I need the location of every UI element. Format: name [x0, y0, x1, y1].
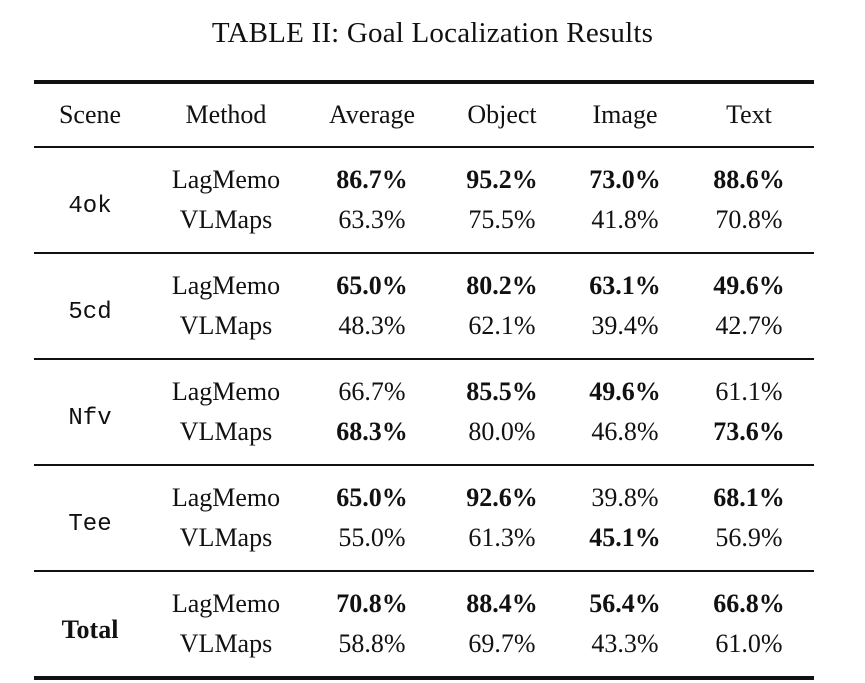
text-cell: 88.6%	[713, 165, 785, 194]
average-cell: 58.8%	[338, 629, 406, 658]
image-cell: 39.8%	[591, 483, 659, 512]
average-cell: 63.3%	[338, 205, 406, 234]
object-cell: 61.3%	[468, 523, 536, 552]
average-cell: 86.7%	[336, 165, 408, 194]
table-row: 5cd LagMemo 65.0% 80.2% 63.1% 49.6%	[34, 253, 814, 326]
text-cell: 56.9%	[715, 523, 783, 552]
table-row: VLMaps 48.3% 62.1% 39.4% 42.7%	[34, 306, 814, 359]
header-image: Image	[592, 100, 658, 129]
table-row: VLMaps 68.3% 80.0% 46.8% 73.6%	[34, 412, 814, 465]
average-cell: 55.0%	[338, 523, 406, 552]
text-cell: 66.8%	[713, 589, 785, 618]
method-cell: LagMemo	[171, 165, 281, 194]
table-row: 4ok LagMemo 86.7% 95.2% 73.0% 88.6%	[34, 147, 814, 220]
scene-group-5cd: 5cd LagMemo 65.0% 80.2% 63.1% 49.6% VLMa…	[34, 253, 814, 359]
text-cell: 61.1%	[715, 377, 783, 406]
object-cell: 75.5%	[468, 205, 536, 234]
text-cell: 73.6%	[713, 417, 785, 446]
method-cell: LagMemo	[171, 377, 281, 406]
image-cell: 49.6%	[589, 377, 661, 406]
text-cell: 61.0%	[715, 629, 783, 658]
method-cell: LagMemo	[171, 271, 281, 300]
average-cell: 70.8%	[336, 589, 408, 618]
scene-group-nfv: Nfv LagMemo 66.7% 85.5% 49.6% 61.1% VLMa…	[34, 359, 814, 465]
scene-group-4ok: 4ok LagMemo 86.7% 95.2% 73.0% 88.6% VLMa…	[34, 147, 814, 253]
header-average: Average	[328, 100, 416, 129]
method-cell: VLMaps	[179, 629, 273, 658]
object-cell: 95.2%	[466, 165, 538, 194]
image-cell: 39.4%	[591, 311, 659, 340]
image-cell: 45.1%	[589, 523, 661, 552]
method-cell: LagMemo	[171, 589, 281, 618]
image-cell: 63.1%	[589, 271, 661, 300]
header-row: Scene Method Average Object Image Text	[34, 82, 814, 147]
table-row: VLMaps 63.3% 75.5% 41.8% 70.8%	[34, 200, 814, 253]
scene-cell: 4ok	[68, 192, 112, 220]
header-method: Method	[185, 100, 267, 129]
results-table-container: Scene Method Average Object Image Text 4…	[34, 80, 814, 680]
image-cell: 41.8%	[591, 205, 659, 234]
method-cell: VLMaps	[179, 205, 273, 234]
image-cell: 56.4%	[589, 589, 661, 618]
object-cell: 80.2%	[466, 271, 538, 300]
header-text: Text	[726, 100, 772, 129]
table-row: Total LagMemo 70.8% 88.4% 56.4% 66.8%	[34, 571, 814, 644]
image-cell: 43.3%	[591, 629, 659, 658]
object-cell: 85.5%	[466, 377, 538, 406]
object-cell: 80.0%	[468, 417, 536, 446]
method-cell: VLMaps	[179, 417, 273, 446]
object-cell: 92.6%	[466, 483, 538, 512]
text-cell: 49.6%	[713, 271, 785, 300]
method-cell: VLMaps	[179, 311, 273, 340]
table-row: Tee LagMemo 65.0% 92.6% 39.8% 68.1%	[34, 465, 814, 538]
scene-cell: Tee	[68, 510, 112, 538]
average-cell: 48.3%	[338, 311, 406, 340]
method-cell: LagMemo	[171, 483, 281, 512]
object-cell: 69.7%	[468, 629, 536, 658]
object-cell: 88.4%	[466, 589, 538, 618]
average-cell: 65.0%	[336, 271, 408, 300]
table-row: Nfv LagMemo 66.7% 85.5% 49.6% 61.1%	[34, 359, 814, 432]
scene-cell: Nfv	[68, 404, 112, 432]
scene-group-total: Total LagMemo 70.8% 88.4% 56.4% 66.8% VL…	[34, 571, 814, 678]
average-cell: 65.0%	[336, 483, 408, 512]
header-scene: Scene	[58, 100, 122, 129]
text-cell: 68.1%	[713, 483, 785, 512]
text-cell: 42.7%	[715, 311, 783, 340]
goal-localization-table: Scene Method Average Object Image Text 4…	[34, 80, 814, 680]
scene-cell-total: Total	[61, 615, 119, 644]
method-cell: VLMaps	[179, 523, 273, 552]
header-object: Object	[467, 100, 537, 129]
text-cell: 70.8%	[715, 205, 783, 234]
average-cell: 66.7%	[338, 377, 406, 406]
table-row: VLMaps 58.8% 69.7% 43.3% 61.0%	[34, 624, 814, 678]
image-cell: 46.8%	[591, 417, 659, 446]
scene-cell: 5cd	[68, 298, 112, 326]
object-cell: 62.1%	[468, 311, 536, 340]
image-cell: 73.0%	[589, 165, 661, 194]
scene-group-tee: Tee LagMemo 65.0% 92.6% 39.8% 68.1% VLMa…	[34, 465, 814, 571]
table-caption: TABLE II: Goal Localization Results	[211, 17, 654, 49]
average-cell: 68.3%	[336, 417, 408, 446]
table-row: VLMaps 55.0% 61.3% 45.1% 56.9%	[34, 518, 814, 571]
